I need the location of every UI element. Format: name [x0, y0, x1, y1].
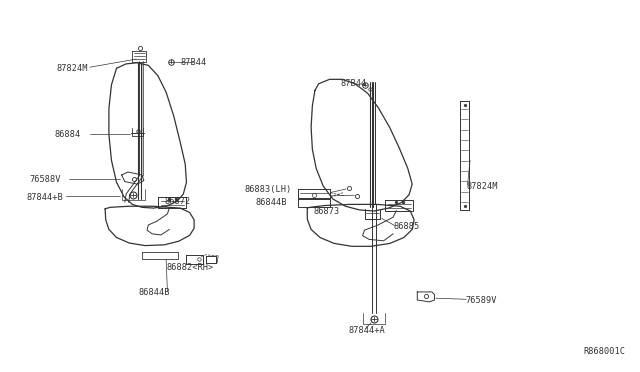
Text: 86872: 86872	[164, 197, 191, 206]
Text: 87844+A: 87844+A	[349, 326, 385, 335]
Text: 86844B: 86844B	[139, 288, 170, 297]
Text: 86873: 86873	[314, 206, 340, 215]
Text: 87B44: 87B44	[341, 79, 367, 88]
Text: 86883(LH): 86883(LH)	[245, 185, 292, 194]
Text: 76589V: 76589V	[465, 295, 497, 305]
Text: 86885: 86885	[393, 222, 419, 231]
Text: R868001C: R868001C	[583, 347, 625, 356]
Text: 87824M: 87824M	[467, 182, 498, 190]
Text: 87844+B: 87844+B	[26, 193, 63, 202]
Text: 86882<RH>: 86882<RH>	[166, 263, 213, 272]
Text: 87824M: 87824M	[56, 64, 88, 73]
Text: 76588V: 76588V	[29, 175, 61, 184]
Text: 86844B: 86844B	[255, 198, 287, 207]
Text: 86884: 86884	[55, 130, 81, 139]
Text: 87B44: 87B44	[180, 58, 206, 67]
